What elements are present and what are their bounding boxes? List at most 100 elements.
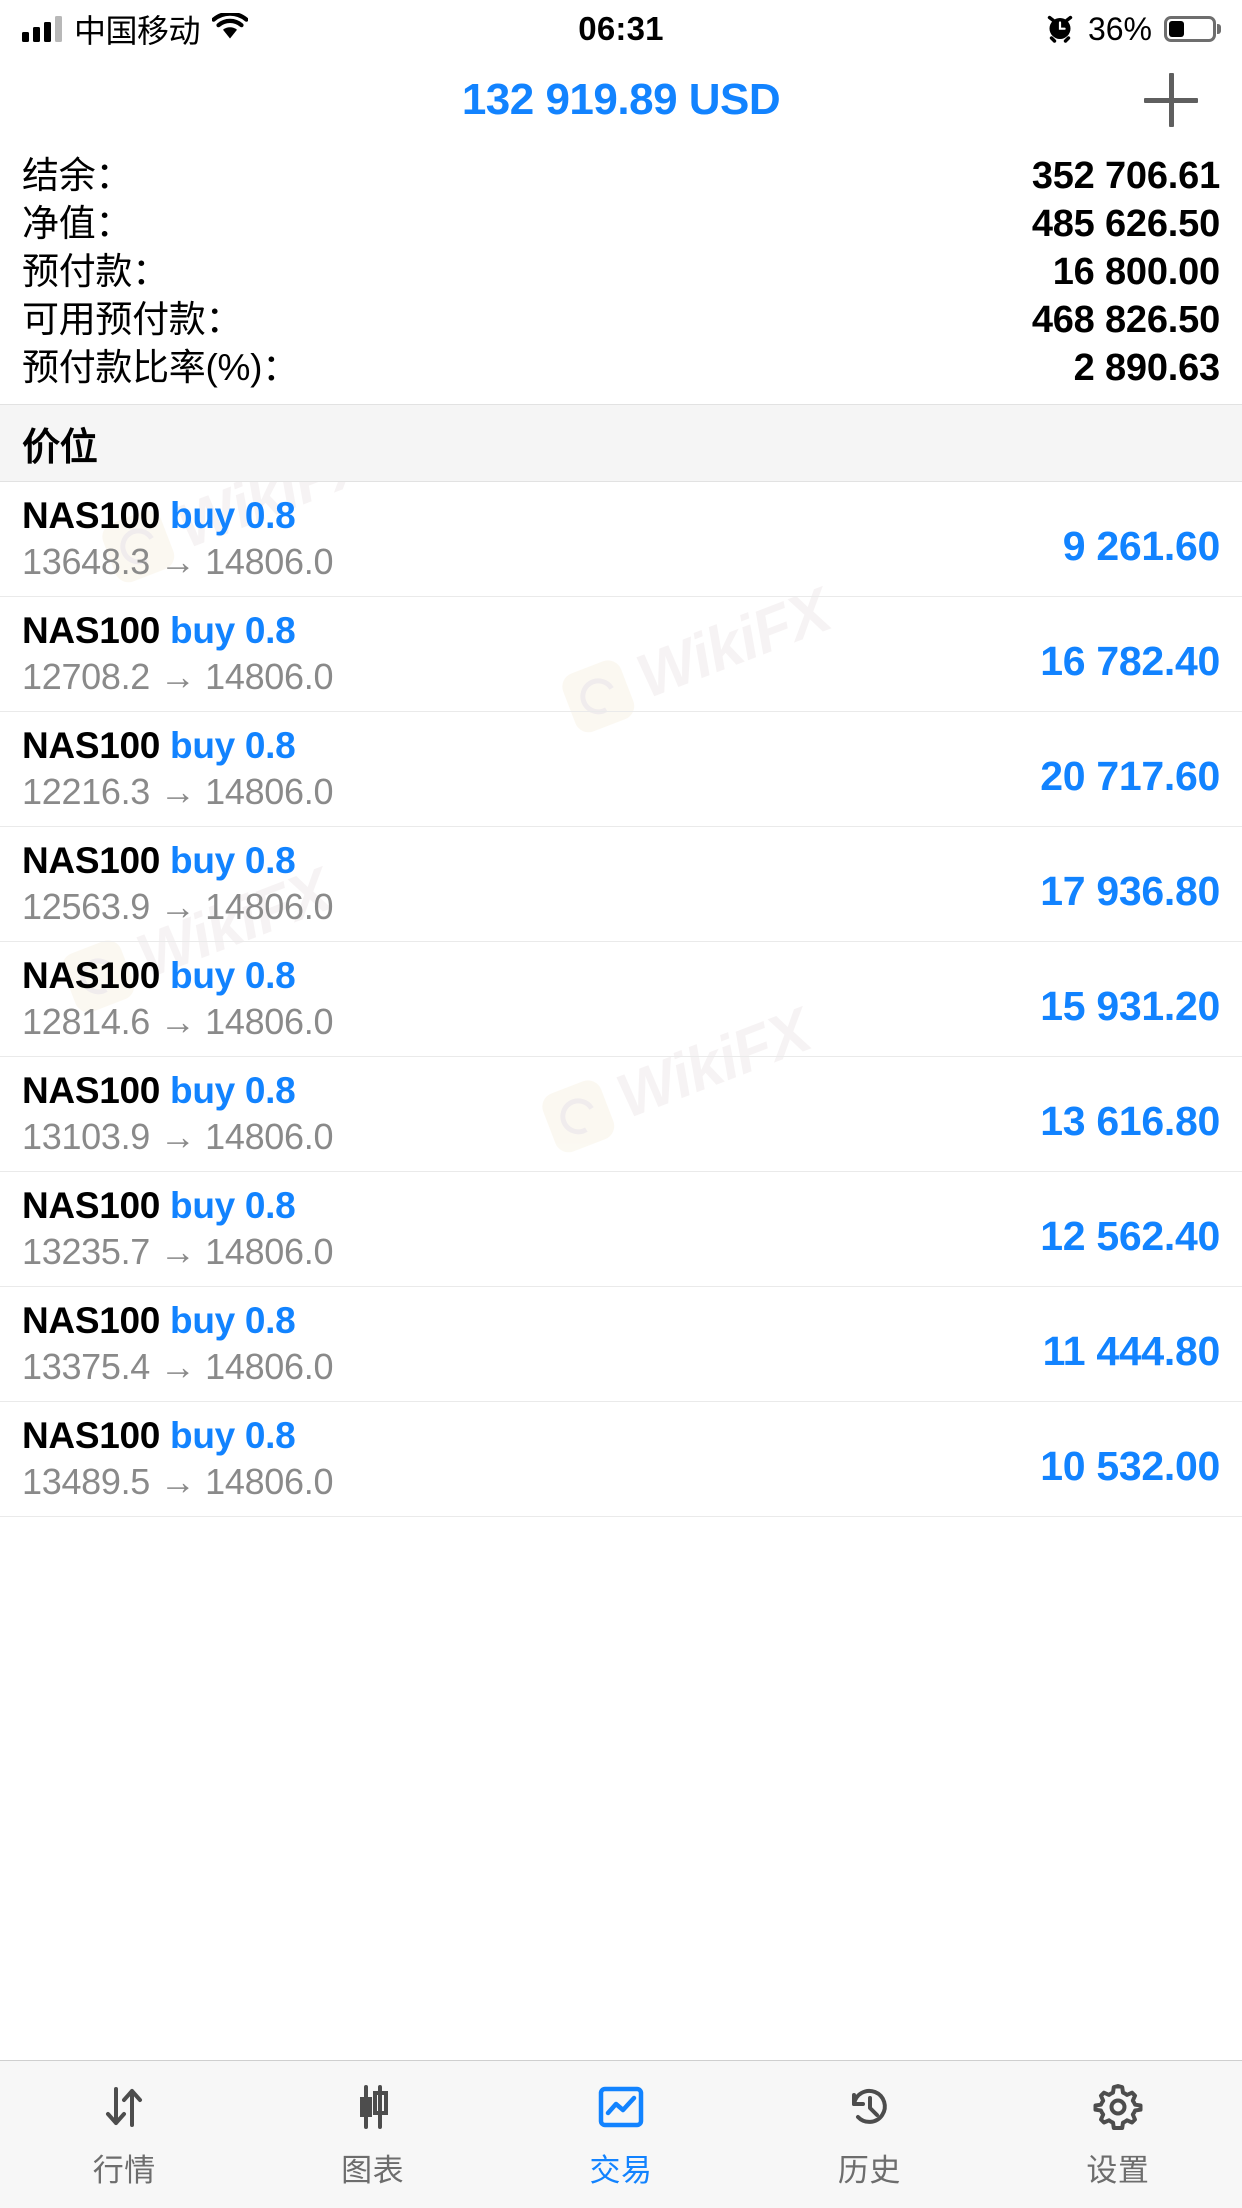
summary-value: 16 800.00 (1052, 251, 1220, 293)
position-row[interactable]: NAS100 buy 0.8 12814.6 → 14806.0 15 931.… (0, 942, 1242, 1057)
position-prices: 13648.3 → 14806.0 (22, 541, 333, 582)
chart-box-icon (595, 2079, 647, 2135)
summary-row-free-margin: 可用预付款： 468 826.50 (22, 296, 1220, 344)
position-profit: 15 931.20 (1040, 983, 1220, 1029)
position-profit: 17 936.80 (1040, 868, 1220, 914)
positions-list[interactable]: WikiFX WikiFX WikiFX WikiFX NAS100 buy 0… (0, 482, 1242, 2060)
tab-label: 行情 (92, 2153, 156, 2188)
position-row[interactable]: NAS100 buy 0.8 13103.9 → 14806.0 13 616.… (0, 1057, 1242, 1172)
status-bar-clock: 06:31 (578, 10, 664, 47)
tab-label: 设置 (1086, 2153, 1150, 2188)
position-info: NAS100 buy 0.8 13235.7 → 14806.0 (22, 1185, 334, 1272)
arrows-up-down-icon (98, 2079, 150, 2135)
position-open-price: 12814.6 (22, 1000, 151, 1042)
position-row[interactable]: NAS100 buy 0.8 12216.3 → 14806.0 20 717.… (0, 712, 1242, 827)
gear-icon (1092, 2079, 1144, 2135)
position-current-price: 14806.0 (205, 770, 334, 812)
tab-quotes[interactable]: 行情 (0, 2061, 248, 2208)
position-info: NAS100 buy 0.8 13489.5 → 14806.0 (22, 1415, 333, 1502)
position-info: NAS100 buy 0.8 12563.9 → 14806.0 (22, 840, 333, 927)
summary-row-balance: 结余： 352 706.61 (22, 152, 1220, 200)
position-info: NAS100 buy 0.8 12814.6 → 14806.0 (22, 955, 333, 1042)
position-title: NAS100 buy 0.8 (22, 840, 333, 882)
position-action: buy 0.8 (170, 610, 296, 651)
position-symbol: NAS100 (22, 725, 161, 766)
position-current-price: 14806.0 (205, 1230, 334, 1272)
summary-label: 结余： (22, 155, 133, 196)
position-title: NAS100 buy 0.8 (22, 610, 333, 652)
arrow-right-icon: → (159, 885, 196, 927)
summary-label: 预付款比率(%)： (22, 347, 299, 388)
tab-history[interactable]: 历史 (745, 2061, 993, 2208)
position-action: buy 0.8 (170, 1300, 296, 1341)
position-prices: 12814.6 → 14806.0 (22, 1001, 333, 1042)
position-row[interactable]: NAS100 buy 0.8 13648.3 → 14806.0 9 261.6… (0, 482, 1242, 597)
position-title: NAS100 buy 0.8 (22, 1070, 333, 1112)
summary-row-margin-level: 预付款比率(%)： 2 890.63 (22, 344, 1220, 392)
battery-percent-label: 36% (1087, 10, 1152, 47)
summary-row-equity: 净值： 485 626.50 (22, 200, 1220, 248)
page-title: 132 919.89 USD (461, 75, 781, 124)
position-symbol: NAS100 (22, 610, 161, 651)
position-info: NAS100 buy 0.8 13103.9 → 14806.0 (22, 1070, 333, 1157)
position-prices: 13489.5 → 14806.0 (22, 1461, 333, 1502)
summary-label: 净值： (22, 203, 133, 244)
position-row[interactable]: NAS100 buy 0.8 13489.5 → 14806.0 10 532.… (0, 1402, 1242, 1517)
tab-settings[interactable]: 设置 (994, 2061, 1242, 2208)
arrow-right-icon: → (159, 1345, 196, 1387)
position-action: buy 0.8 (170, 1415, 296, 1456)
position-info: NAS100 buy 0.8 12216.3 → 14806.0 (22, 725, 333, 812)
position-current-price: 14806.0 (205, 655, 334, 697)
position-symbol: NAS100 (22, 1070, 161, 1111)
tab-trade[interactable]: 交易 (497, 2061, 745, 2208)
position-profit: 9 261.60 (1062, 523, 1221, 569)
position-row[interactable]: NAS100 buy 0.8 12563.9 → 14806.0 17 936.… (0, 827, 1242, 942)
battery-icon (1164, 16, 1216, 42)
position-action: buy 0.8 (170, 1070, 296, 1111)
plus-icon[interactable] (1144, 73, 1198, 127)
arrow-right-icon: → (159, 1115, 196, 1157)
position-row[interactable]: NAS100 buy 0.8 12708.2 → 14806.0 16 782.… (0, 597, 1242, 712)
tab-label: 图表 (341, 2153, 405, 2188)
clock-history-icon (843, 2079, 895, 2135)
positions-section-header[interactable]: 价位 (0, 404, 1242, 482)
position-info: NAS100 buy 0.8 12708.2 → 14806.0 (22, 610, 333, 697)
position-current-price: 14806.0 (205, 1115, 334, 1157)
position-prices: 13103.9 → 14806.0 (22, 1116, 333, 1157)
position-row[interactable]: NAS100 buy 0.8 13375.4 → 14806.0 11 444.… (0, 1287, 1242, 1402)
summary-row-margin: 预付款： 16 800.00 (22, 248, 1220, 296)
tab-label: 历史 (837, 2153, 901, 2188)
alarm-clock-icon (1044, 11, 1076, 48)
summary-value: 468 826.50 (1031, 299, 1220, 341)
summary-label: 可用预付款： (22, 299, 243, 340)
position-current-price: 14806.0 (205, 1000, 334, 1042)
status-bar-left: 中国移动 (22, 6, 249, 52)
arrow-right-icon: → (159, 655, 196, 697)
position-title: NAS100 buy 0.8 (22, 495, 333, 537)
wifi-icon (211, 11, 249, 46)
position-prices: 12216.3 → 14806.0 (22, 771, 333, 812)
tab-label: 交易 (589, 2153, 653, 2188)
position-action: buy 0.8 (170, 840, 296, 881)
position-profit: 13 616.80 (1040, 1098, 1220, 1144)
tab-charts[interactable]: 图表 (248, 2061, 496, 2208)
summary-value: 485 626.50 (1031, 203, 1220, 245)
position-prices: 12563.9 → 14806.0 (22, 886, 333, 927)
position-action: buy 0.8 (170, 725, 296, 766)
position-info: NAS100 buy 0.8 13648.3 → 14806.0 (22, 495, 333, 582)
carrier-label: 中国移动 (74, 13, 201, 49)
position-open-price: 13648.3 (22, 540, 151, 582)
position-profit: 20 717.60 (1040, 753, 1220, 799)
position-open-price: 12216.3 (22, 770, 151, 812)
bottom-tab-bar: 行情 图表 交易 (0, 2060, 1242, 2208)
position-info: NAS100 buy 0.8 13375.4 → 14806.0 (22, 1300, 333, 1387)
position-prices: 12708.2 → 14806.0 (22, 656, 333, 697)
position-open-price: 13103.9 (22, 1115, 151, 1157)
summary-value: 352 706.61 (1031, 155, 1220, 197)
candlestick-icon (347, 2079, 399, 2135)
position-open-price: 13235.7 (22, 1230, 151, 1272)
position-row[interactable]: NAS100 buy 0.8 13235.7 → 14806.0 12 562.… (0, 1172, 1242, 1287)
position-open-price: 13489.5 (22, 1460, 151, 1502)
position-symbol: NAS100 (22, 1300, 161, 1341)
